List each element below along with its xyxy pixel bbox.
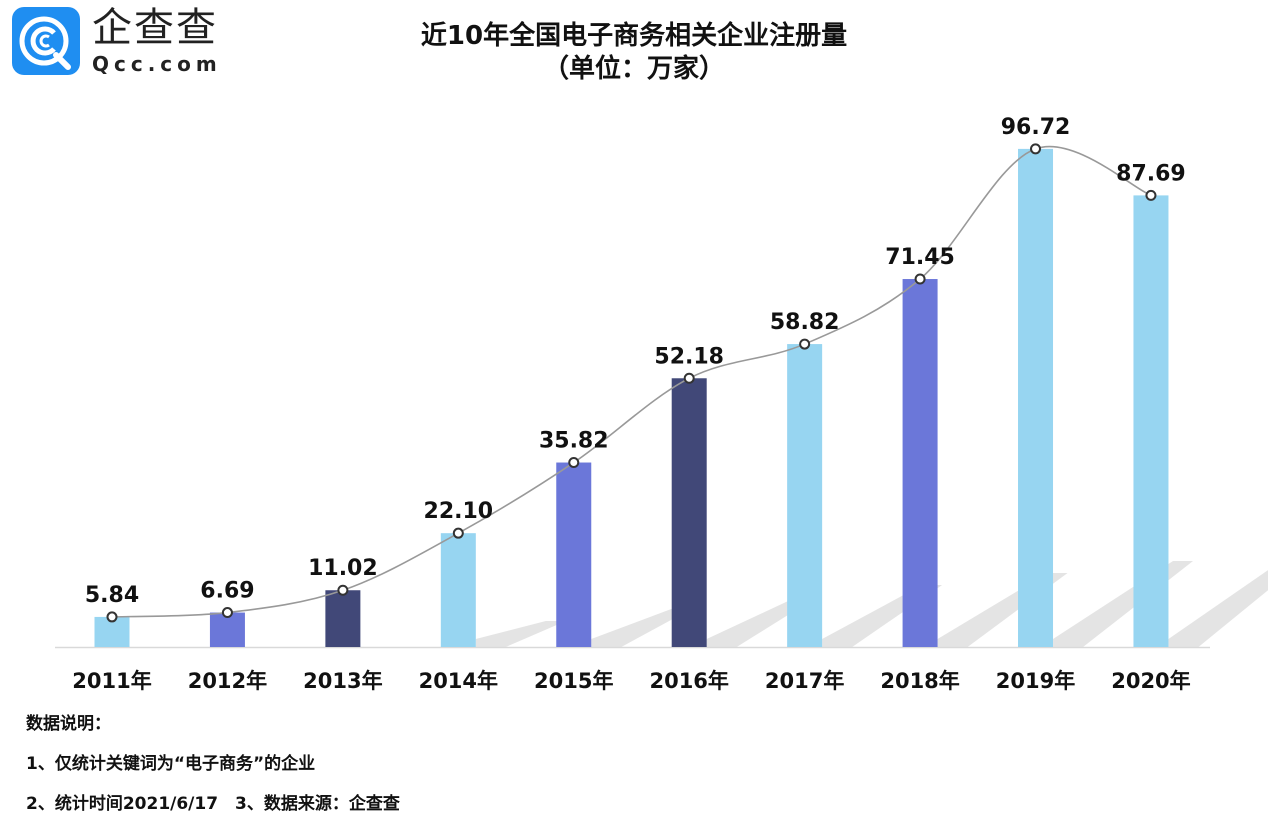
x-tick-label: 2020年 <box>1111 669 1190 693</box>
bar-2012年 <box>209 612 245 647</box>
x-tick-label: 2017年 <box>765 669 844 693</box>
x-tick-label: 2019年 <box>996 669 1075 693</box>
data-point-marker <box>106 611 118 623</box>
data-point-marker <box>452 527 464 539</box>
qcc-logo: 企查查 Qcc.com <box>12 6 222 76</box>
data-point-marker <box>337 584 349 596</box>
bar-2019年 <box>1018 148 1054 647</box>
data-point-marker <box>914 273 926 285</box>
data-label: 87.69 <box>1116 161 1186 186</box>
bar-2015年 <box>556 462 592 647</box>
data-label: 22.10 <box>424 499 494 524</box>
x-tick-label: 2018年 <box>880 669 959 693</box>
data-label: 96.72 <box>1001 115 1071 140</box>
qcc-logo-icon <box>12 7 80 75</box>
notes-heading: 数据说明： <box>26 714 111 734</box>
logo-text-en: Qcc.com <box>92 52 222 76</box>
data-label: 58.82 <box>770 310 840 335</box>
data-label: 5.84 <box>85 583 139 608</box>
x-tick-label: 2015年 <box>534 669 613 693</box>
notes-line-1: 1、仅统计关键词为“电子商务”的企业 <box>26 754 316 774</box>
notes-line-2: 2、统计时间2021/6/17 3、数据来源：企查查 <box>26 794 400 814</box>
data-point-marker <box>221 607 233 619</box>
x-tick-label: 2013年 <box>303 669 382 693</box>
bar-2013年 <box>325 590 361 647</box>
x-tick-label: 2016年 <box>649 669 728 693</box>
data-point-marker <box>1145 189 1157 201</box>
bar-shadow <box>591 609 692 647</box>
data-notes: 数据说明： 1、仅统计关键词为“电子商务”的企业 2、统计时间2021/6/17… <box>26 712 400 832</box>
bar-2017年 <box>787 344 823 647</box>
x-tick-label: 2011年 <box>72 669 151 693</box>
trend-line <box>111 145 1152 618</box>
x-tick-label: 2012年 <box>188 669 267 693</box>
chart-title-block: 近10年全国电子商务相关企业注册量 （单位：万家） <box>0 20 1268 86</box>
bar-shadow <box>475 621 566 647</box>
logo-text-cn: 企查查 <box>92 5 218 51</box>
bar-2020年 <box>1133 195 1169 648</box>
data-label: 6.69 <box>200 579 254 604</box>
data-point-marker <box>799 338 811 350</box>
chart-subtitle: （单位：万家） <box>542 54 725 84</box>
data-point-marker <box>568 457 580 469</box>
bar-2014年 <box>440 533 476 647</box>
x-tick-label: 2014年 <box>419 669 498 693</box>
data-point-marker <box>683 372 695 384</box>
data-point-marker <box>1030 143 1042 155</box>
data-label: 52.18 <box>654 344 724 369</box>
bar-shadow <box>1053 561 1194 647</box>
bar-2018年 <box>902 279 938 647</box>
data-label: 11.02 <box>308 556 378 581</box>
data-label: 35.82 <box>539 429 609 454</box>
data-label: 71.45 <box>885 245 955 270</box>
bar-shadow <box>1168 570 1268 647</box>
chart-title: 近10年全国电子商务相关企业注册量 <box>420 21 848 51</box>
bar-2016年 <box>671 378 707 647</box>
